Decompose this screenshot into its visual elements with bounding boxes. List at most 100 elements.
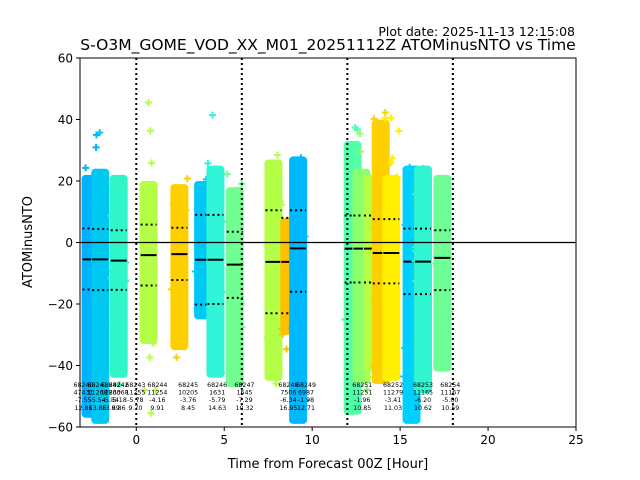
data-point bbox=[444, 288, 452, 296]
data-point bbox=[181, 221, 189, 229]
stats-annotation-line: 16.95 bbox=[279, 405, 297, 412]
data-point bbox=[215, 320, 223, 328]
y-tick-label: 20 bbox=[58, 175, 73, 189]
data-point bbox=[95, 281, 103, 289]
data-point bbox=[181, 194, 189, 202]
stats-annotation-line: 10205 bbox=[178, 390, 198, 397]
data-point bbox=[350, 275, 358, 283]
data-point bbox=[122, 277, 130, 285]
stats-annotation-line: 13.69 bbox=[102, 405, 120, 412]
data-point bbox=[229, 380, 237, 388]
series-6 bbox=[204, 111, 227, 378]
stats-annotation-line: 11255 bbox=[125, 390, 145, 397]
stats-annotation-line: 9.91 bbox=[150, 405, 164, 412]
data-point bbox=[212, 172, 220, 180]
stats-annotation-line: 10.32 bbox=[235, 405, 253, 412]
data-point bbox=[406, 163, 414, 171]
data-point bbox=[92, 199, 100, 207]
x-axis-label: Time from Forecast 00Z [Hour] bbox=[227, 457, 429, 472]
data-point bbox=[293, 196, 301, 204]
data-point bbox=[351, 124, 359, 132]
data-point bbox=[146, 354, 154, 362]
stats-annotation-3: 68242 23368 -5.18 9.86 bbox=[109, 382, 129, 412]
data-point bbox=[349, 161, 357, 169]
stats-annotation-line: -5.78 bbox=[127, 397, 143, 404]
data-point bbox=[350, 201, 358, 209]
data-point bbox=[227, 190, 235, 198]
data-point bbox=[406, 362, 414, 370]
data-point bbox=[356, 130, 364, 138]
data-point bbox=[403, 179, 411, 187]
stats-annotation-line: 1645 bbox=[236, 390, 252, 397]
stats-annotation-1: 68241 11268 -5.54 13.86 bbox=[88, 382, 108, 412]
data-point bbox=[114, 176, 122, 184]
stats-annotation-line: 68244 bbox=[147, 382, 167, 389]
data-point bbox=[372, 367, 380, 375]
data-point bbox=[152, 386, 160, 394]
data-point bbox=[391, 219, 399, 227]
data-point bbox=[229, 251, 237, 259]
data-point bbox=[207, 328, 215, 336]
data-point bbox=[191, 268, 199, 276]
data-point bbox=[102, 267, 110, 275]
stats-annotation-line: -5.54 bbox=[89, 397, 105, 404]
data-point bbox=[279, 262, 287, 270]
series-4 bbox=[167, 175, 191, 361]
stats-annotation-line: 68249 bbox=[296, 382, 316, 389]
stats-annotation-line: 9.86 bbox=[112, 405, 126, 412]
stats-annotation-7: 68246 1631 -5.79 14.63 bbox=[207, 382, 227, 412]
data-point bbox=[351, 218, 359, 226]
data-point bbox=[297, 283, 305, 291]
data-point bbox=[169, 200, 177, 208]
data-point bbox=[92, 143, 100, 151]
plot-date: Plot date: 2025-11-13 12:15:08 bbox=[378, 24, 575, 39]
data-point bbox=[140, 386, 148, 394]
stats-annotation-line: 68245 bbox=[178, 382, 198, 389]
stats-annotation-line: 12860 bbox=[101, 390, 121, 397]
data-point bbox=[111, 311, 119, 319]
stats-annotation-line: -5.54 bbox=[103, 397, 119, 404]
data-point bbox=[431, 259, 439, 267]
data-point bbox=[364, 313, 372, 321]
data-point bbox=[301, 233, 309, 241]
stats-annotation-line: -6.20 bbox=[415, 397, 431, 404]
data-point bbox=[273, 151, 281, 159]
data-point bbox=[219, 288, 227, 296]
data-point bbox=[439, 338, 447, 346]
data-point bbox=[387, 159, 395, 167]
data-point bbox=[150, 201, 158, 209]
data-point bbox=[381, 114, 389, 122]
data-point bbox=[167, 285, 175, 293]
data-point bbox=[214, 183, 222, 191]
data-point bbox=[405, 215, 413, 223]
series-10 bbox=[288, 154, 310, 424]
stats-annotation-line: 7506 bbox=[280, 390, 296, 397]
stats-annotation-line: 9.70 bbox=[128, 405, 142, 412]
data-point bbox=[288, 324, 296, 332]
data-point bbox=[363, 385, 371, 393]
data-point bbox=[302, 396, 310, 404]
data-point bbox=[393, 351, 401, 359]
data-point bbox=[299, 200, 307, 208]
stats-annotation-line: 1631 bbox=[209, 390, 225, 397]
data-point bbox=[295, 254, 303, 262]
data-point bbox=[147, 409, 155, 417]
data-point bbox=[435, 309, 443, 317]
stats-annotation-line: 12.71 bbox=[297, 405, 315, 412]
stats-annotation-line: 12.86 bbox=[75, 405, 93, 412]
stats-annotation-line: -3.76 bbox=[180, 397, 196, 404]
stats-annotation-line: 6987 bbox=[298, 390, 314, 397]
stats-annotation-line: 10.62 bbox=[414, 405, 432, 412]
x-tick-label: 25 bbox=[568, 433, 583, 447]
series-3 bbox=[139, 99, 160, 417]
data-point bbox=[120, 245, 128, 253]
y-tick-label: −20 bbox=[48, 298, 73, 312]
data-point bbox=[183, 175, 191, 183]
data-point bbox=[149, 324, 157, 332]
data-point bbox=[82, 220, 90, 228]
axes: 0 5 10 15 20 25 −60 −40 −20 0 20 40 60 bbox=[48, 52, 584, 448]
y-tick-label: 60 bbox=[58, 52, 73, 66]
data-point bbox=[84, 180, 92, 188]
data-point bbox=[395, 127, 403, 135]
